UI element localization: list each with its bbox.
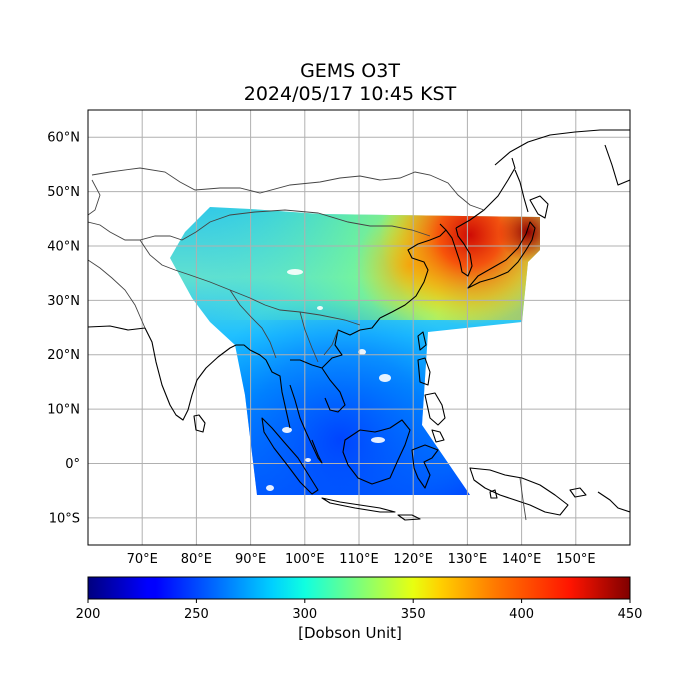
colorbar <box>87 576 631 600</box>
map-title-line2: 2024/05/17 10:45 KST <box>243 83 457 105</box>
map-title-line1: GEMS O3T <box>300 60 400 82</box>
longitude-tick-labels: 70°E 80°E 90°E 100°E 110°E 120°E 130°E 140°E 150… <box>127 552 596 567</box>
lon-tick-label: 90°E <box>235 552 266 567</box>
colorbar-tick-labels: 200 250 300 350 400 450 <box>76 599 643 622</box>
lat-tick-label: 20°N <box>47 348 80 363</box>
colorbar-tick-label: 400 <box>509 607 534 622</box>
ozone-swath <box>170 207 540 495</box>
lon-tick-label: 80°E <box>181 552 212 567</box>
lon-tick-label: 130°E <box>448 552 488 567</box>
colorbar-tick-label: 200 <box>76 607 101 622</box>
lat-tick-label: 60°N <box>47 131 80 146</box>
lat-tick-label: 0° <box>65 457 80 472</box>
lat-tick-label: 30°N <box>47 294 80 309</box>
lat-tick-label: 10°S <box>49 511 80 526</box>
lat-tick-label: 10°N <box>47 403 80 418</box>
colorbar-tick-label: 250 <box>184 607 209 622</box>
lon-tick-label: 110°E <box>339 552 379 567</box>
lon-tick-label: 70°E <box>127 552 158 567</box>
colorbar-tick-label: 300 <box>292 607 317 622</box>
latitude-tick-labels: 60°N 50°N 40°N 30°N 20°N 10°N 0° 10°S <box>47 131 80 527</box>
colorbar-tick-label: 350 <box>401 607 426 622</box>
coastlines <box>88 129 630 521</box>
lon-tick-label: 140°E <box>502 552 542 567</box>
lon-tick-label: 150°E <box>556 552 596 567</box>
lat-tick-label: 40°N <box>47 239 80 254</box>
lat-tick-label: 50°N <box>47 185 80 200</box>
colorbar-tick-label: 450 <box>618 607 643 622</box>
lon-tick-label: 100°E <box>285 552 325 567</box>
lon-tick-label: 120°E <box>393 552 433 567</box>
country-borders <box>88 167 527 521</box>
colorbar-label: [Dobson Unit] <box>298 624 402 642</box>
map-gridlines <box>88 110 630 545</box>
map-frame <box>87 109 631 546</box>
